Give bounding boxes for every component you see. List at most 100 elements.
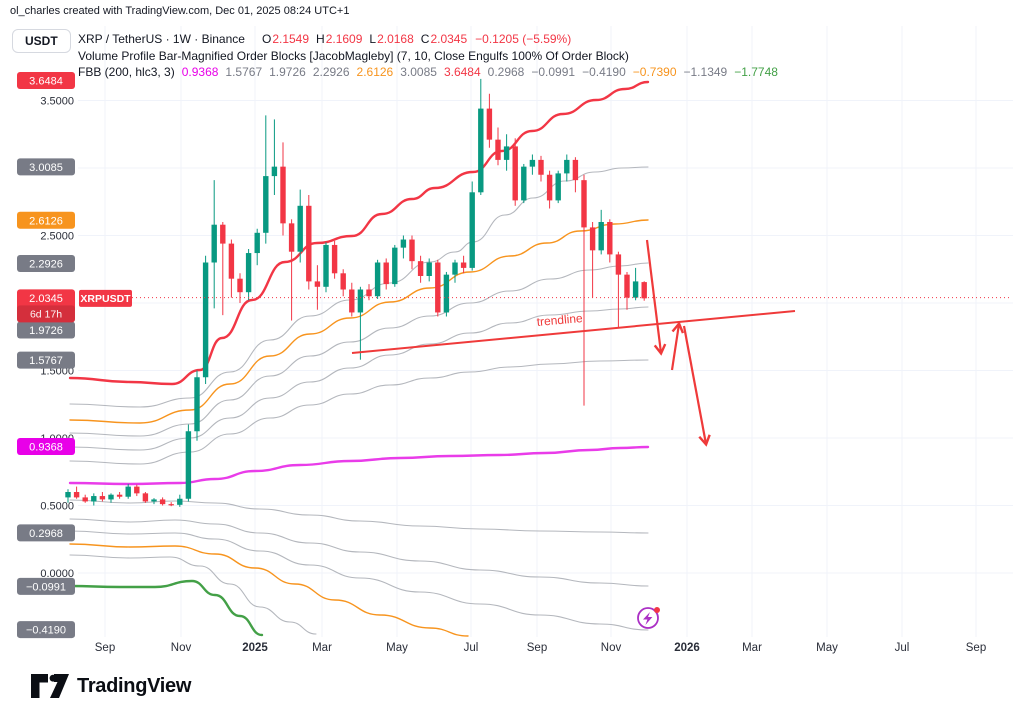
footer: TradingView <box>30 672 191 700</box>
fbb-band-value: −1.1349 <box>683 65 728 79</box>
time-tick-label: Jul <box>895 642 910 654</box>
ohlc-key: O <box>261 32 272 46</box>
candle <box>435 262 441 313</box>
trendline-drawing[interactable] <box>351 310 796 354</box>
candle <box>349 289 355 313</box>
price-axis-badge: 3.0085 <box>17 158 75 176</box>
candle <box>314 281 321 287</box>
fbb-lower--1.7748 <box>68 579 264 637</box>
candle <box>555 173 561 201</box>
time-tick-label: May <box>816 642 838 654</box>
time-tick-label: Sep <box>527 642 547 654</box>
price-tick-label: 0.0000 <box>40 568 74 580</box>
svg-text:−0.4190: −0.4190 <box>26 625 66 637</box>
candle <box>108 494 114 500</box>
last-price-value: 2.0345 <box>29 293 63 305</box>
candle <box>641 282 647 299</box>
price-tick-label: 2.5000 <box>40 231 74 243</box>
candle <box>73 492 80 498</box>
ohlc-values: O2.1549 H2.1609 L2.0168 C2.0345 <box>255 31 467 48</box>
candle <box>228 243 235 279</box>
fbb-basis-0.9368 <box>68 445 650 486</box>
candle <box>546 174 553 201</box>
fbb-band-value: 1.9726 <box>269 65 306 79</box>
price-axis-badge: 0.2968 <box>17 524 75 542</box>
fbb-band-value: 1.5767 <box>225 65 263 79</box>
candle <box>469 192 475 268</box>
arrow-drawing[interactable] <box>682 325 711 447</box>
candle <box>116 494 123 497</box>
candle <box>538 159 544 175</box>
candle <box>271 166 278 177</box>
candle <box>263 176 269 233</box>
fbb-upper-2.2926 <box>69 262 649 437</box>
symbol-price-label: XRPUSDT <box>79 289 132 307</box>
symbol-title: XRP / TetherUS · 1W · Binance <box>78 32 245 46</box>
fbb-lower--0.4190 <box>69 530 649 631</box>
fbb-band-value: 2.6126 <box>356 65 394 79</box>
candle <box>237 278 243 293</box>
price-tick-label: 0.5000 <box>40 501 74 513</box>
last-price-badge: 2.0345 6d 17h <box>17 289 75 323</box>
time-tick-label: Nov <box>601 642 622 654</box>
candle <box>134 486 140 494</box>
candle <box>245 253 252 293</box>
candle <box>99 496 106 500</box>
currency-toggle-button[interactable]: USDT <box>12 29 71 53</box>
candle <box>211 224 217 263</box>
trendline-label[interactable]: trendline <box>536 311 583 329</box>
fbb-upper-1.9726 <box>69 306 649 451</box>
legend-indicator-row[interactable]: Volume Profile Bar-Magnified Order Block… <box>78 48 778 65</box>
fbb-title: FBB (200, hlc3, 3) <box>78 65 175 79</box>
time-tick-label: Sep <box>966 642 986 654</box>
fbb-upper-3.6484 <box>68 80 650 386</box>
svg-text:0.2968: 0.2968 <box>29 528 63 540</box>
price-axis[interactable]: 3.50002.50001.50001.00000.50000.00003.64… <box>17 71 132 639</box>
candle <box>185 431 192 499</box>
arrow-drawing[interactable] <box>670 321 685 371</box>
candle <box>486 108 493 140</box>
ohlc-value: 2.1609 <box>325 32 363 46</box>
candle <box>159 499 166 505</box>
bar-countdown: 6d 17h <box>30 308 62 320</box>
candle <box>65 492 71 498</box>
ohlc-value: 2.0168 <box>377 32 414 46</box>
time-tick-label: 2026 <box>674 642 700 654</box>
time-tick-label: Mar <box>742 642 762 654</box>
ohlc-value: 2.1549 <box>272 32 310 46</box>
price-axis-badge: 3.6484 <box>17 71 75 89</box>
time-tick-label: Nov <box>171 642 192 654</box>
time-axis[interactable]: Sep Nov 2025 Mar May Jul Sep Nov 2026 Mar May Jul Se… <box>95 642 986 654</box>
legend-fbb-row[interactable]: FBB (200, hlc3, 3) 0.9368 1.5767 1.9726 2.2… <box>78 64 778 81</box>
legend-symbol-row[interactable]: XRP / TetherUS · 1W · Binance O2.1549 H2.… <box>78 31 778 48</box>
price-axis-badge: 2.2926 <box>17 254 75 272</box>
candle <box>297 205 303 252</box>
chart-canvas[interactable]: trendline3.50002.50001.50001.00000.50000… <box>0 0 1024 662</box>
candle <box>572 159 579 181</box>
candle <box>357 289 364 313</box>
candle <box>288 223 295 252</box>
candle <box>460 262 467 268</box>
fbb-lower-0.2968 <box>69 499 649 534</box>
ohlc-key: L <box>369 32 377 46</box>
candle <box>374 262 381 297</box>
fbb-upper-2.6126 <box>69 219 649 424</box>
tradingview-brand-text[interactable]: TradingView <box>77 674 192 697</box>
price-axis-badge: −0.4190 <box>17 621 75 639</box>
watermark: ol_charles created with TradingView.com,… <box>10 5 350 17</box>
candle <box>340 273 346 290</box>
fbb-values: 0.9368 1.5767 1.9726 2.2926 2.6126 3.0085 3.64… <box>175 64 778 81</box>
fbb-band-value: −0.4190 <box>582 65 626 79</box>
ohlc-value: 2.0345 <box>430 32 468 46</box>
svg-text:0.9368: 0.9368 <box>29 442 63 454</box>
candle <box>521 166 527 201</box>
arrow-drawing[interactable] <box>645 239 667 356</box>
fbb-band-value: 3.6484 <box>443 65 481 79</box>
candle <box>478 108 484 193</box>
time-tick-label: Sep <box>95 642 115 654</box>
fbb-band-value: −0.7390 <box>632 65 677 79</box>
fbb-lower--1.1349 <box>69 554 317 635</box>
candle <box>202 262 209 378</box>
candle <box>624 274 630 298</box>
boost-lightning-icon[interactable] <box>637 607 660 629</box>
